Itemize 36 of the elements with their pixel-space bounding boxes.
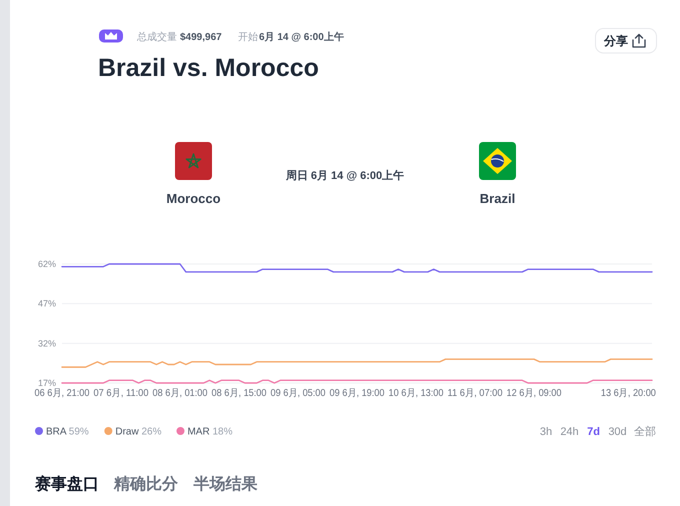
x-tick-label: 08 6月, 15:00 <box>212 388 272 399</box>
text: 分享 <box>603 34 628 48</box>
y-tick-label: 62% <box>38 259 56 269</box>
y-tick-label: 47% <box>38 298 56 309</box>
text: $499,967 <box>180 32 222 43</box>
legend-label: Draw 26% <box>115 426 162 438</box>
x-tick-label: 08 6月, 01:00 <box>152 388 213 399</box>
text: 7d <box>587 426 600 438</box>
text: 6月 14 @ 6:00上午 <box>259 31 344 43</box>
x-tick-label: 13 6月, 20:00 <box>600 388 661 399</box>
text: 开始 <box>238 32 258 43</box>
text: 精确比分 <box>113 475 179 493</box>
text: 总成交量 <box>136 31 177 43</box>
x-tick-label: 11 6月, 07:00 <box>448 388 507 399</box>
y-tick-label: 32% <box>38 338 56 348</box>
legend-label: MAR 18% <box>187 426 233 438</box>
legend-label: BRA 59% <box>46 426 89 438</box>
text: Brazil <box>480 191 516 206</box>
x-tick-label: 10 6月, 13:00 <box>388 388 449 399</box>
x-tick-label: 12 6月, 09:00 <box>506 388 567 399</box>
y-tick-label: 17% <box>38 378 56 388</box>
x-tick-label: 06 6月, 21:00 <box>34 388 95 399</box>
x-tick-label: 09 6月, 19:00 <box>330 388 390 399</box>
line-series <box>61 263 653 273</box>
chart-title: Brazil vs. Morocco <box>98 54 319 82</box>
text: 赛事盘口 <box>34 475 99 493</box>
text: 半场结果 <box>192 475 258 493</box>
x-tick-label: 09 6月, 05:00 <box>270 388 331 399</box>
text: Morocco <box>166 191 221 206</box>
text: 周日 6月 14 @ 6:00上午 <box>284 169 404 182</box>
text: 24h <box>560 426 579 438</box>
text: 3h <box>540 426 552 438</box>
text: 全部 <box>634 425 656 438</box>
text: 30d <box>608 426 627 438</box>
x-tick-label: 07 6月, 11:00 <box>94 388 153 399</box>
line-series <box>61 358 653 368</box>
